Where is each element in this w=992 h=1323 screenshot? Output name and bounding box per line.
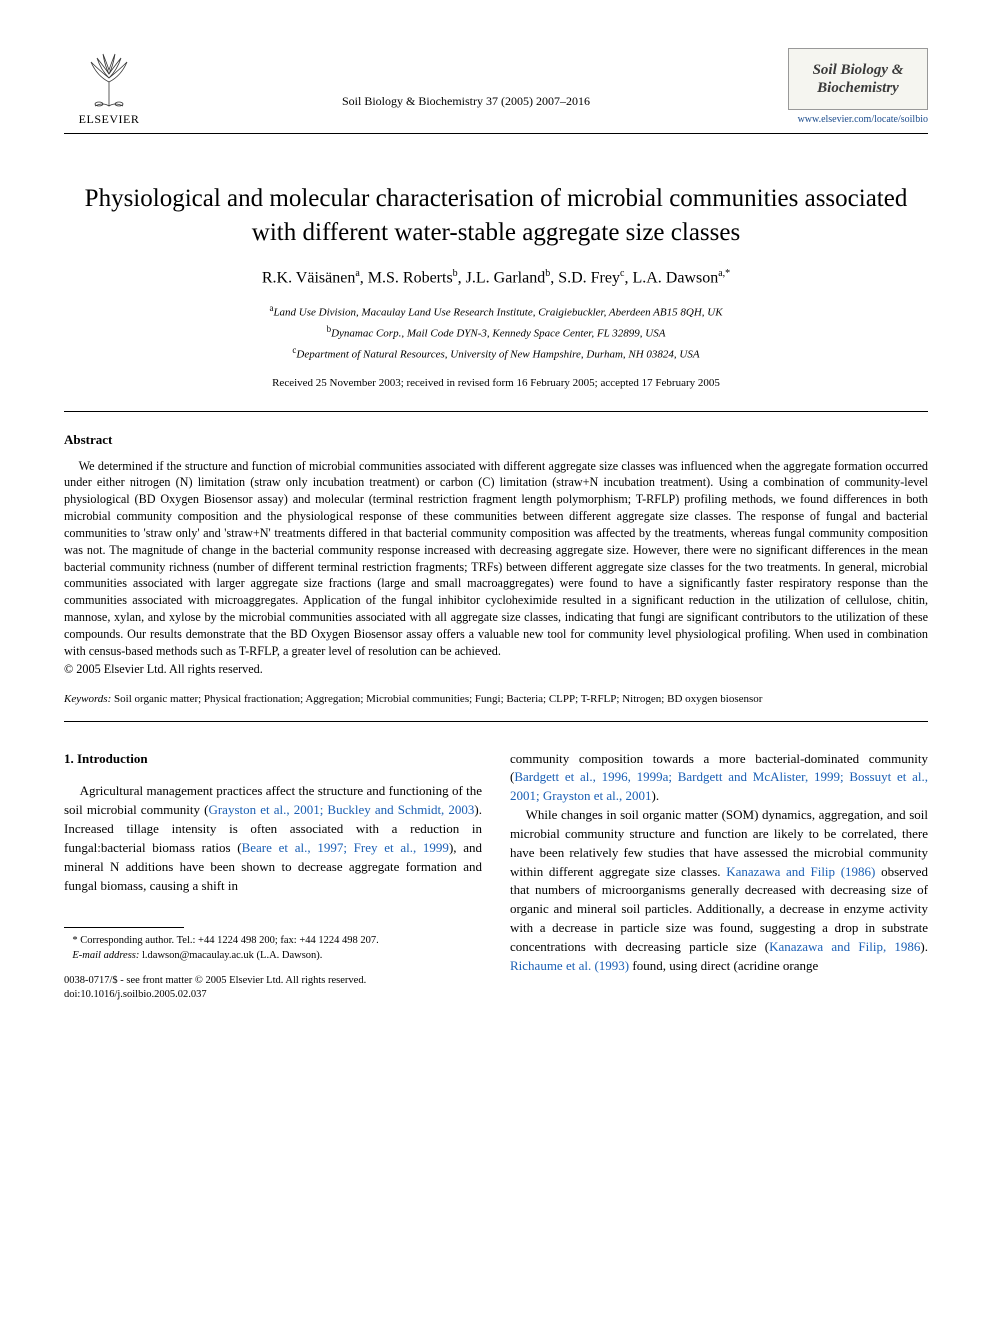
intro-col1-p1: Agricultural management practices affect…: [64, 782, 482, 895]
title-block: Physiological and molecular characterisa…: [64, 182, 928, 389]
issn-line: 0038-0717/$ - see front matter © 2005 El…: [64, 974, 482, 988]
intro-col2-p1: community composition towards a more bac…: [510, 750, 928, 807]
citation-link[interactable]: Kanazawa and Filip, 1986: [769, 939, 920, 954]
citation-link[interactable]: Bardgett et al., 1996, 1999a; Bardgett a…: [510, 769, 928, 803]
abstract-body: We determined if the structure and funct…: [64, 458, 928, 660]
journal-name-line1: Soil Biology &: [813, 61, 904, 79]
column-left: 1. Introduction Agricultural management …: [64, 750, 482, 1003]
abstract-section: Abstract We determined if the structure …: [64, 432, 928, 677]
journal-brand-block: Soil Biology & Biochemistry www.elsevier…: [778, 48, 928, 125]
authors-line: R.K. Väisänena, M.S. Robertsb, J.L. Garl…: [64, 268, 928, 287]
citation-link[interactable]: Grayston et al., 2001; Buckley and Schmi…: [208, 802, 474, 817]
journal-logo: Soil Biology & Biochemistry: [788, 48, 928, 110]
footnote-rule: [64, 927, 184, 928]
journal-header: ELSEVIER Soil Biology & Biochemistry 37 …: [64, 48, 928, 134]
article-title: Physiological and molecular characterisa…: [64, 182, 928, 250]
keywords-line: Keywords: Soil organic matter; Physical …: [64, 693, 928, 705]
affiliation-c: cDepartment of Natural Resources, Univer…: [64, 343, 928, 364]
journal-url-link[interactable]: www.elsevier.com/locate/soilbio: [798, 114, 928, 125]
rule-below-keywords: [64, 721, 928, 722]
intro-col2-p2: While changes in soil organic matter (SO…: [510, 806, 928, 976]
citation-link[interactable]: Kanazawa and Filip (1986): [726, 864, 875, 879]
journal-name-line2: Biochemistry: [817, 79, 899, 97]
citation-link[interactable]: Richaume et al. (1993): [510, 958, 629, 973]
intro-heading: 1. Introduction: [64, 750, 482, 769]
corresponding-author: * Corresponding author. Tel.: +44 1224 4…: [64, 934, 482, 949]
body-columns: 1. Introduction Agricultural management …: [64, 750, 928, 1003]
publisher-block: ELSEVIER: [64, 48, 154, 127]
publisher-name: ELSEVIER: [79, 112, 140, 127]
rule-above-abstract: [64, 411, 928, 412]
column-right: community composition towards a more bac…: [510, 750, 928, 1003]
doi-line: doi:10.1016/j.soilbio.2005.02.037: [64, 988, 482, 1002]
abstract-heading: Abstract: [64, 432, 928, 448]
abstract-copyright: © 2005 Elsevier Ltd. All rights reserved…: [64, 662, 928, 677]
corresponding-email: E-mail address: l.dawson@macaulay.ac.uk …: [64, 949, 482, 964]
affiliation-a: aLand Use Division, Macaulay Land Use Re…: [64, 301, 928, 322]
doi-block: 0038-0717/$ - see front matter © 2005 El…: [64, 974, 482, 1002]
elsevier-tree-icon: [79, 48, 139, 110]
citation-link[interactable]: Beare et al., 1997; Frey et al., 1999: [242, 840, 449, 855]
footnotes: * Corresponding author. Tel.: +44 1224 4…: [64, 934, 482, 963]
keywords-label: Keywords:: [64, 693, 111, 705]
affiliation-b: bDynamac Corp., Mail Code DYN-3, Kennedy…: [64, 322, 928, 343]
keywords-text: Soil organic matter; Physical fractionat…: [114, 693, 762, 705]
article-dates: Received 25 November 2003; received in r…: [64, 377, 928, 389]
citation-line: Soil Biology & Biochemistry 37 (2005) 20…: [154, 48, 778, 109]
affiliations: aLand Use Division, Macaulay Land Use Re…: [64, 301, 928, 365]
